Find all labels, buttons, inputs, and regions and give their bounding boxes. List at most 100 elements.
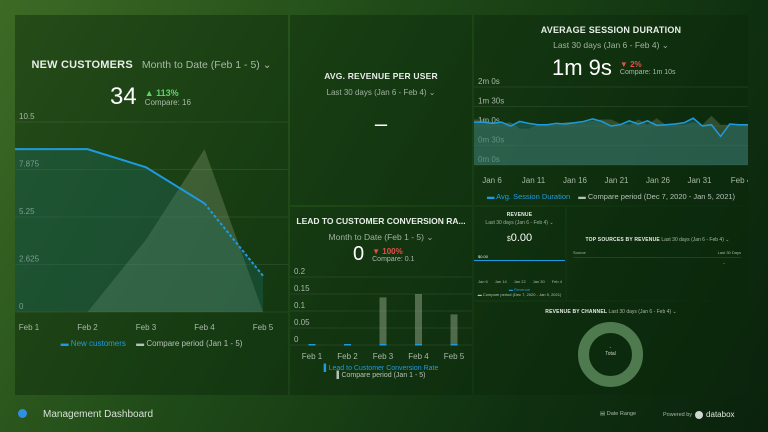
y-tick-label: 1m 0s xyxy=(478,116,500,125)
x-tick: Jan 22 xyxy=(513,279,526,284)
legend-item[interactable]: ▬ Compare period (Dec 7, 2020 - Jan 5, 2… xyxy=(578,192,736,201)
metric-value: 0 xyxy=(353,243,365,265)
metric-value: 1m 9s xyxy=(552,55,612,80)
y-tick-label: 10.5 xyxy=(19,112,35,121)
x-tick-label: Feb 4 xyxy=(408,352,429,361)
y-tick-label: 5.25 xyxy=(19,207,35,216)
powered-by[interactable]: Powered by databox xyxy=(663,410,735,419)
conversion-chart: 0 0.05 0.1 0.15 0.2 Feb 1 Feb 2 Feb 3 Feb 4 Feb 5 xyxy=(290,267,472,361)
y-tick-label: 0 xyxy=(19,302,24,311)
legend-label: Lead to Customer Conversion Rate xyxy=(328,365,439,372)
series-area xyxy=(474,118,748,165)
period-selector[interactable]: Last 30 days (Jan 6 - Feb 4) ⌄ xyxy=(553,40,669,50)
series-bar xyxy=(379,344,387,346)
arpu-panel: AVG. REVENUE PER USER Last 30 days (Jan … xyxy=(290,15,472,205)
series-bar xyxy=(308,344,316,346)
legend-item[interactable]: ▬ New customers xyxy=(60,339,126,348)
x-tick-label: Feb 4 xyxy=(731,176,748,185)
y-tick-label: 7.875 xyxy=(19,160,40,169)
y-tick-label: 0.2 xyxy=(294,267,306,276)
legend-item[interactable]: ▌Compare period (Jan 1 - 5) xyxy=(336,372,426,379)
new-customers-chart: 0 2.625 5.25 7.875 10.5 Feb 1 Feb 2 Feb 3 Feb 4 F… xyxy=(15,112,288,332)
series-line xyxy=(15,148,206,205)
legend-item[interactable]: ▬ Compare period (Dec 7, 2020 - Jan 5, 2… xyxy=(477,292,562,297)
y-tick-label: 0 xyxy=(294,335,299,344)
x-tick: Feb 4 xyxy=(551,279,562,284)
x-tick-label: Feb 3 xyxy=(373,352,394,361)
change-badge: ▼ 100% xyxy=(372,246,403,256)
legend-item[interactable]: ▬ Compare period (Jan 1 - 5) xyxy=(136,339,243,348)
legend-label: New customers xyxy=(70,339,126,348)
date-range-button[interactable]: ▤ Date Range xyxy=(600,411,637,417)
dashboard-icon xyxy=(18,409,27,418)
date-range-label: Date Range xyxy=(606,411,637,417)
period-selector[interactable]: Last 30 days (Jan 6 - Feb 4) ⌄ xyxy=(485,220,554,226)
period-selector[interactable]: Last 30 days (Jan 6 - Feb 4) ⌄ xyxy=(661,237,730,243)
period-label: Last 30 days (Jan 6 - Feb 4) xyxy=(608,309,672,315)
x-tick-label: Feb 5 xyxy=(444,352,465,361)
column-header[interactable]: Last 30 Days xyxy=(717,250,741,255)
revenue-by-channel-panel: REVENUE BY CHANNEL Last 30 days (Jan 6 -… xyxy=(474,302,748,395)
legend-label: Compare period (Dec 7, 2020 - Jan 5, 202… xyxy=(482,292,562,297)
legend-label: Compare period (Jan 1 - 5) xyxy=(341,372,426,379)
dashboard-title[interactable]: Management Dashboard xyxy=(43,409,154,420)
y-tick-label: 2m 0s xyxy=(478,77,500,86)
x-tick-label: Feb 1 xyxy=(302,352,323,361)
series-line-partial xyxy=(203,202,264,277)
period-label: Last 30 days (Jan 6 - Feb 4) xyxy=(485,220,548,226)
legend-label: Revenue xyxy=(514,287,531,292)
brand-name: databox xyxy=(706,410,735,419)
x-tick-label: Feb 4 xyxy=(194,323,215,332)
x-tick-label: Jan 26 xyxy=(646,176,671,185)
compare-text: Compare: 0.1 xyxy=(372,255,415,263)
metric-value: – xyxy=(374,111,388,136)
metric-value: 0.00 xyxy=(510,232,533,244)
panel-title: AVERAGE SESSION DURATION xyxy=(540,25,682,35)
legend-item[interactable]: ▬ Revenue xyxy=(508,287,531,292)
table-header: Source Last 30 Days xyxy=(573,250,741,258)
x-tick-label: Jan 11 xyxy=(522,176,546,185)
legend-label: Avg. Session Duration xyxy=(496,192,571,201)
top-sources-panel: TOP SOURCES BY REVENUE Last 30 days (Jan… xyxy=(567,207,748,300)
x-tick-label: Feb 1 xyxy=(19,323,40,332)
x-tick-label: Jan 16 xyxy=(563,176,588,185)
x-tick-label: Jan 6 xyxy=(482,176,502,185)
y-tick-label: 0.15 xyxy=(294,284,310,293)
session-duration-chart: 0m 0s 0m 30s 1m 0s 1m 30s 2m 0s Jan 6 Jan 11 Ja… xyxy=(474,77,748,185)
series-bar xyxy=(415,344,422,346)
donut-chart: - Total xyxy=(578,322,643,387)
series-area xyxy=(15,149,263,312)
series-bar xyxy=(450,344,458,346)
legend-label: Compare period (Jan 1 - 5) xyxy=(146,339,243,348)
period-selector[interactable]: Month to Date (Feb 1 - 5) ⌄ xyxy=(141,59,272,71)
x-tick-label: Feb 2 xyxy=(337,352,358,361)
y-tick-label: 0m 30s xyxy=(478,136,504,145)
compare-text: Compare: 1m 10s xyxy=(619,69,676,76)
revenue-panel: REVENUE Last 30 days (Jan 6 - Feb 4) ⌄ $… xyxy=(474,207,565,300)
compare-bar xyxy=(379,297,387,345)
table-cell: - xyxy=(723,261,725,267)
legend-item[interactable]: ▌Lead to Customer Conversion Rate xyxy=(323,365,439,372)
change-badge: ▼ 2% xyxy=(619,60,642,69)
period-selector[interactable]: Month to Date (Feb 1 - 5) ⌄ xyxy=(328,232,434,242)
y-tick-label: 0.05 xyxy=(294,318,310,327)
period-selector[interactable]: Last 30 days (Jan 6 - Feb 4) ⌄ xyxy=(326,88,436,97)
new-customers-panel: NEW CUSTOMERS Month to Date (Feb 1 - 5) … xyxy=(15,15,288,395)
column-header[interactable]: Source xyxy=(573,250,586,255)
x-tick-label: Feb 2 xyxy=(77,323,98,332)
period-selector[interactable]: Last 30 days (Jan 6 - Feb 4) ⌄ xyxy=(608,309,677,315)
session-duration-panel: AVERAGE SESSION DURATION Last 30 days (J… xyxy=(474,15,748,205)
x-tick: Jan 30 xyxy=(532,279,545,284)
period-label: Last 30 days (Jan 6 - Feb 4) xyxy=(326,88,427,97)
x-tick-label: Feb 5 xyxy=(253,323,274,332)
conversion-panel: LEAD TO CUSTOMER CONVERSION RA... Month … xyxy=(290,207,472,395)
legend-item[interactable]: ▬ Avg. Session Duration xyxy=(486,192,571,201)
change-badge: ▲ 113% xyxy=(144,87,179,98)
line-label: $0.00 xyxy=(478,254,489,259)
panel-title: AVG. REVENUE PER USER xyxy=(324,71,438,81)
period-label: Last 30 days (Jan 6 - Feb 4) xyxy=(661,237,724,243)
compare-bar xyxy=(415,294,422,345)
x-tick-label: Jan 21 xyxy=(604,176,629,185)
x-tick: Jan 6 xyxy=(478,279,488,284)
metric-value: 34 xyxy=(110,83,137,110)
